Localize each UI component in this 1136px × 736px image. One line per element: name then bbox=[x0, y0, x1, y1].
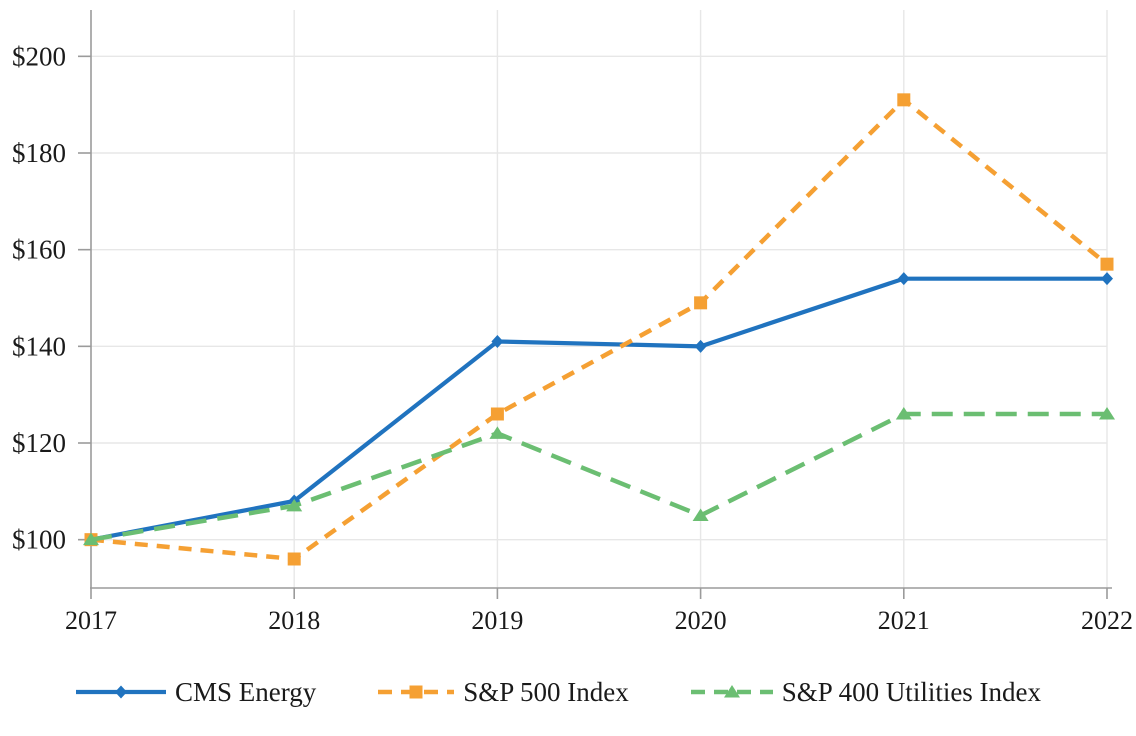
cms-energy-line-swatch bbox=[76, 681, 166, 703]
y-tick-label: $120 bbox=[12, 428, 66, 458]
x-tick-label: 2019 bbox=[471, 606, 523, 635]
chart-legend: CMS Energy S&P 500 Index S&P 400 Utiliti… bbox=[0, 648, 1136, 736]
x-tick-label: 2018 bbox=[268, 606, 320, 635]
y-tick-label: $200 bbox=[12, 41, 66, 71]
x-tick-label: 2022 bbox=[1081, 606, 1133, 635]
axis-labels: $100 $120 $140 $160 $180 $200 2017 2018 2019 2020… bbox=[12, 41, 1133, 635]
legend-label-cms-energy: CMS Energy bbox=[175, 676, 317, 707]
series-cms-energy bbox=[85, 272, 1113, 547]
sp400-utilities-line-swatch bbox=[690, 681, 773, 703]
sp500-line-swatch bbox=[378, 681, 455, 703]
series-s-p-400-utilities-index bbox=[83, 407, 1115, 546]
gridlines bbox=[91, 10, 1108, 588]
series-s-p-500-index bbox=[84, 93, 1114, 566]
y-tick-label: $180 bbox=[12, 138, 66, 168]
x-tick-label: 2020 bbox=[675, 606, 727, 635]
legend-label-sp400-utilities: S&P 400 Utilities Index bbox=[781, 676, 1042, 707]
legend-label-sp500: S&P 500 Index bbox=[463, 676, 629, 707]
legend-item-sp400-utilities: S&P 400 Utilities Index bbox=[690, 676, 1042, 708]
performance-line-chart: $100 $120 $140 $160 $180 $200 2017 2018 2019 2020… bbox=[12, 10, 1133, 635]
y-tick-label: $140 bbox=[12, 331, 66, 361]
y-tick-label: $160 bbox=[12, 235, 66, 265]
x-tick-label: 2021 bbox=[878, 606, 930, 635]
legend-item-sp500: S&P 500 Index bbox=[378, 677, 629, 708]
x-tick-label: 2017 bbox=[65, 606, 117, 635]
y-tick-label: $100 bbox=[12, 525, 66, 555]
legend-item-cms-energy: CMS Energy bbox=[76, 677, 316, 708]
